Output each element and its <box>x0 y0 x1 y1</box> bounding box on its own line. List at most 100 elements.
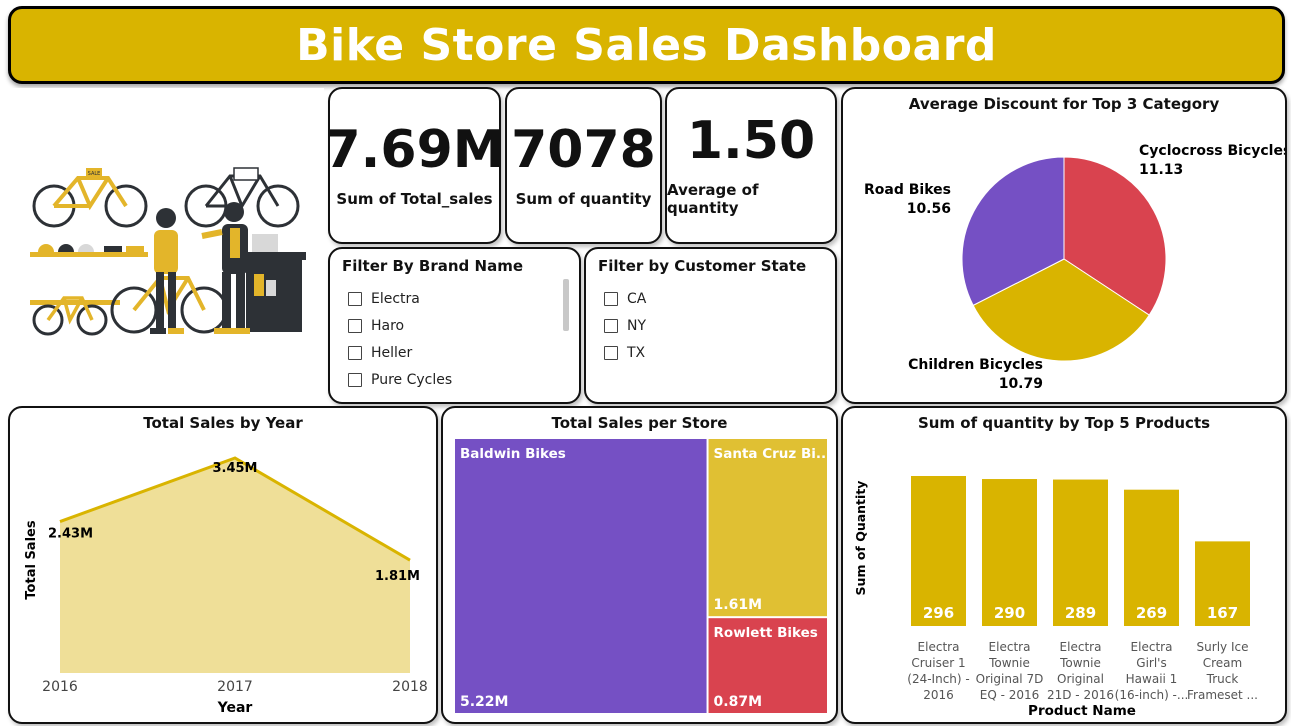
checkbox[interactable] <box>348 291 362 306</box>
brand-filter-scrollbar[interactable] <box>563 279 569 331</box>
treemap-tile <box>708 618 827 713</box>
sale-sign-text: SALE <box>88 171 101 177</box>
treemap-tile-label: Baldwin Bikes <box>460 446 566 462</box>
product-bar <box>1124 489 1179 626</box>
state-option-tx[interactable]: TX <box>604 339 646 366</box>
bar-value-label: 269 <box>1136 604 1167 622</box>
bar-chart-title: Sum of quantity by Top 5 Products <box>917 414 1211 432</box>
area-chart-title: Total Sales by Year <box>143 414 303 432</box>
x-tick-label: 2016 <box>42 679 78 695</box>
product-bar <box>1053 479 1108 626</box>
sales-by-year-chart: 2.43M 3.45M 1.81M 2016 2017 2018 Year Total Sal… <box>24 456 428 716</box>
brand-option-label: Electra <box>371 290 420 307</box>
kpi-label: Sum of quantity <box>515 189 652 208</box>
treemap-tile-value: 1.61M <box>714 597 762 613</box>
checkbox[interactable] <box>348 318 362 333</box>
pie-slice-label: Children Bicycles <box>908 357 1043 373</box>
x-tick-label: 2016 <box>923 688 954 702</box>
treemap-tile-label: Santa Cruz Bi... <box>714 446 832 462</box>
sales-by-year-card: Total Sales by Year 2.43M 3.45M 1.81M 2016 2… <box>8 406 438 724</box>
kpi-label: Average of quantity <box>667 180 759 217</box>
treemap-tile-value: 0.87M <box>714 694 762 710</box>
checkbox[interactable] <box>604 291 618 306</box>
brand-filter-slicer: Filter By Brand Name Electra Haro Heller… <box>328 247 581 404</box>
discount-pie-chart: Cyclocross Bicycles 11.13 Children Bicycle… <box>864 143 1285 392</box>
dashboard-header: Bike Store Sales Dashboard <box>8 6 1285 84</box>
state-option-ca[interactable]: CA <box>604 285 646 312</box>
kpi-value: 1.50 <box>686 110 816 171</box>
x-tick-label: Cream <box>1203 656 1242 670</box>
x-tick-label: Surly Ice <box>1197 640 1249 654</box>
kpi-sum-quantity: 7078 Sum of quantity <box>505 87 662 244</box>
x-tick-label: Girl's <box>1136 656 1166 670</box>
brand-option-label: Haro <box>371 317 405 334</box>
x-tick-label: Frameset ... <box>1187 688 1258 702</box>
treemap-tile-value: 5.22M <box>460 694 508 710</box>
state-option-label: TX <box>627 344 646 361</box>
area-data-label: 2.43M <box>48 527 93 542</box>
bike-shop-illustration: SALE <box>8 88 324 398</box>
state-filter-slicer: Filter by Customer State CA NY TX <box>584 247 837 404</box>
x-tick-label: Cruiser 1 <box>911 656 965 670</box>
brand-option-pure-cycles[interactable]: Pure Cycles <box>348 366 452 393</box>
treemap-title: Total Sales per Store <box>551 414 728 432</box>
discount-pie-card: Average Discount for Top 3 Category Cycl… <box>841 87 1287 404</box>
pie-slice-value: 10.56 <box>907 201 951 217</box>
kpi-average-quantity: 1.50 Average of quantity <box>665 87 837 244</box>
x-tick-label: Electra <box>918 640 960 654</box>
top-products-card: Sum of quantity by Top 5 Products 296 Ele… <box>841 406 1287 724</box>
bar-value-label: 296 <box>923 604 954 622</box>
page-title: Bike Store Sales Dashboard <box>296 19 997 71</box>
x-tick-label: Townie <box>1059 656 1101 670</box>
brand-option-label: Heller <box>371 344 413 361</box>
sales-per-store-treemap: Baldwin Bikes 5.22M Santa Cruz Bi... 1.61M R… <box>455 439 832 713</box>
x-tick-label: (16-inch) -... <box>1115 688 1189 702</box>
area-fill <box>60 458 410 673</box>
pie-slice-label: Road Bikes <box>864 182 951 198</box>
kpi-label: Sum of Total_sales <box>336 189 493 208</box>
x-tick-label: Hawaii 1 <box>1126 672 1178 686</box>
pie-chart-title: Average Discount for Top 3 Category <box>908 95 1220 113</box>
state-option-ny[interactable]: NY <box>604 312 646 339</box>
area-line <box>59 456 411 562</box>
state-filter-title: Filter by Customer State <box>598 257 807 275</box>
x-tick-label: Original <box>1057 672 1104 686</box>
pie-slice <box>972 258 1150 362</box>
brand-option-heller[interactable]: Heller <box>348 339 452 366</box>
x-axis-title: Product Name <box>1028 703 1136 719</box>
x-tick-label: (24-Inch) - <box>907 672 969 686</box>
state-option-label: NY <box>627 317 647 334</box>
kpi-value: 7078 <box>511 119 656 180</box>
product-bar <box>982 479 1037 626</box>
y-axis-title: Total Sales <box>24 520 39 599</box>
x-tick-label: Electra <box>1060 640 1102 654</box>
brand-option-haro[interactable]: Haro <box>348 312 452 339</box>
brand-filter-title: Filter By Brand Name <box>342 257 523 275</box>
x-tick-label: 2018 <box>392 679 428 695</box>
x-tick-label: 21D - 2016 <box>1047 688 1114 702</box>
checkbox[interactable] <box>604 345 618 360</box>
pie-slice-value: 11.13 <box>1139 162 1183 178</box>
pie-slice-value: 10.79 <box>999 376 1043 392</box>
area-data-label: 1.81M <box>375 569 420 584</box>
pie-slice <box>961 156 1065 307</box>
x-tick-label: 2017 <box>217 679 253 695</box>
bar-value-label: 290 <box>994 604 1025 622</box>
brand-option-electra[interactable]: Electra <box>348 285 452 312</box>
kpi-total-sales: 7.69M Sum of Total_sales <box>328 87 501 244</box>
checkbox[interactable] <box>348 372 362 387</box>
treemap-tile-label: Rowlett Bikes <box>714 625 818 641</box>
bar-value-label: 289 <box>1065 604 1096 622</box>
state-option-label: CA <box>627 290 647 307</box>
checkbox[interactable] <box>604 318 618 333</box>
x-tick-label: EQ - 2016 <box>980 688 1040 702</box>
x-tick-label: Truck <box>1206 672 1239 686</box>
y-axis-title: Sum of Quantity <box>853 481 868 596</box>
area-data-label: 3.45M <box>212 461 257 476</box>
product-bar <box>1195 541 1250 626</box>
x-axis-title: Year <box>217 700 253 716</box>
x-tick-label: Townie <box>988 656 1030 670</box>
top-products-bar-chart: 296 Electra Cruiser 1 (24-Inch) - 2016 290 Ele… <box>853 476 1258 719</box>
x-tick-label: Electra <box>1131 640 1173 654</box>
checkbox[interactable] <box>348 345 362 360</box>
